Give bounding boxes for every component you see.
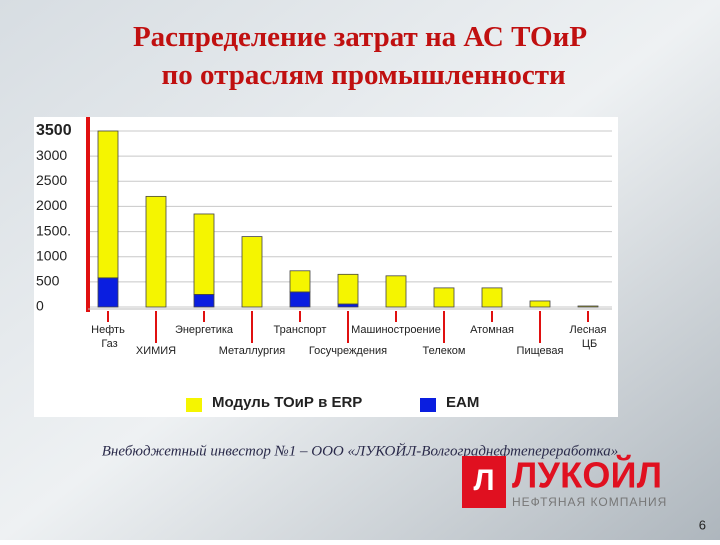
bar-segment: [289, 270, 311, 293]
bar-segment: [481, 287, 503, 308]
logo-icon: [462, 456, 506, 508]
y-tick-label: 3000: [36, 147, 67, 163]
bar-segment: [337, 273, 359, 305]
x-tick-label: Атомная: [470, 324, 514, 336]
slide-title: Распределение затрат на АС ТОиР по отрас…: [133, 21, 587, 91]
x-tick-label: Транспорт: [274, 324, 327, 336]
x-tick-label: Нефть Газ: [91, 324, 125, 350]
x-tick-label: Энергетика: [175, 324, 234, 336]
logo-name: ЛУКОЙЛ: [512, 454, 662, 496]
x-tick-label: Госучреждения: [309, 345, 387, 357]
bar-segment: [145, 195, 167, 308]
y-tick-label: 3500: [36, 122, 72, 139]
bar-segment: [97, 277, 119, 308]
bar-segment: [289, 291, 311, 308]
bar-segment: [433, 287, 455, 308]
bar-segment: [97, 130, 119, 279]
x-tick-label: Лесная ЦБ: [570, 324, 607, 350]
x-tick-label: ХИМИЯ: [136, 345, 176, 357]
bar-segment: [529, 300, 551, 308]
y-tick-label: 0: [36, 298, 44, 314]
logo-mark: Л: [473, 464, 494, 497]
y-tick-label: 2000: [36, 197, 67, 213]
legend-swatch: [186, 398, 202, 412]
bar-segment: [577, 305, 599, 308]
bar-segment: [193, 294, 215, 308]
x-tick-label: Металлургия: [219, 345, 286, 357]
bar-segment: [193, 213, 215, 295]
y-tick-label: 500: [36, 273, 60, 289]
footer: Внебюджетный инвестор №1 – ООО «ЛУКОЙЛ-В…: [102, 442, 618, 459]
x-tick-label: Телеком: [422, 345, 465, 357]
legend-swatch: [420, 398, 436, 412]
bar-segment: [337, 303, 359, 308]
x-tick-label: Пищевая: [517, 345, 564, 357]
y-tick-label: 2500: [36, 172, 67, 188]
x-tick-label: Машиностроение: [351, 324, 441, 336]
bar-segment: [241, 236, 263, 308]
chart: 0 500 1000 1500. 2000 2500 3000 3500 Нефть Газ ХИ…: [36, 117, 612, 412]
page-number: 6: [699, 517, 706, 532]
chart-panel: [34, 117, 618, 417]
y-tick-label: 1500.: [36, 222, 71, 238]
y-tick-label: 1000: [36, 247, 67, 263]
title: Распределение затрат на АС ТОиР по отрас…: [133, 21, 587, 91]
legend-label: EAM: [446, 394, 479, 411]
bar-segment: [385, 275, 407, 308]
logo-subtitle: НЕФТЯНАЯ КОМПАНИЯ: [512, 495, 667, 509]
legend-label: Модуль ТОиР в ERP: [212, 394, 362, 411]
